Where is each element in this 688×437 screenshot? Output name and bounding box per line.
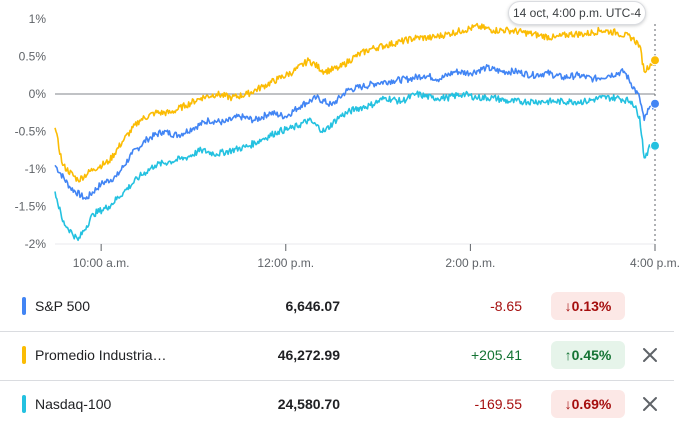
percent-change-badge: ↓0.13% [551, 292, 625, 320]
row-divider [0, 380, 674, 381]
index-price: 6,646.07 [285, 298, 341, 314]
x-tick-label: 2:00 p.m. [445, 256, 495, 270]
close-icon[interactable] [638, 343, 662, 367]
index-name: Promedio Industria… [35, 347, 167, 363]
y-tick-label: -2% [25, 237, 47, 251]
percent-change-badge: ↑0.45% [551, 341, 625, 369]
index-change: -169.55 [474, 396, 522, 412]
arrow-up-icon: ↑ [564, 347, 572, 363]
hover-tooltip: 14 oct, 4:00 p.m. UTC-4 [508, 1, 646, 25]
percent-change-badge: ↓0.69% [551, 390, 625, 418]
index-change: +205.41 [471, 347, 522, 363]
x-tick-label: 10:00 a.m. [73, 256, 130, 270]
series-line[interactable] [54, 64, 656, 200]
index-row[interactable]: Promedio Industria… 46,272.99 +205.41 ↑0.45… [0, 331, 674, 379]
y-tick-label: -1% [25, 162, 47, 176]
index-name: Nasdaq-100 [35, 396, 112, 412]
series-end-point [650, 55, 660, 66]
y-tick-label: 1% [29, 12, 47, 26]
index-row[interactable]: S&P 500 6,646.07 -8.65 ↓0.13% [0, 282, 674, 330]
series-color-marker [22, 346, 26, 364]
index-change: -8.65 [490, 298, 522, 314]
series-color-marker [22, 395, 26, 413]
close-icon[interactable] [638, 392, 662, 416]
y-tick-label: 0.5% [19, 50, 47, 64]
series-line[interactable] [54, 22, 656, 183]
x-tick-label: 12:00 p.m. [257, 256, 314, 270]
row-divider [0, 331, 674, 332]
index-price: 24,580.70 [277, 396, 340, 412]
x-tick-label: 4:00 p.m. [630, 256, 680, 270]
percent-change-value: 0.45% [571, 347, 612, 363]
arrow-down-icon: ↓ [564, 396, 572, 412]
percent-change-value: 0.13% [571, 298, 612, 314]
index-name: S&P 500 [35, 298, 91, 314]
arrow-down-icon: ↓ [564, 298, 572, 314]
series-color-marker [22, 297, 26, 315]
market-chart[interactable]: 1% 0.5% 0% -0.5% -1% -1.5% -2% 10:00 a.m. 12:00 … [0, 0, 688, 282]
y-tick-label: -0.5% [15, 125, 47, 139]
series-end-point [650, 140, 660, 151]
series-end-point [650, 98, 660, 109]
percent-change-value: 0.69% [571, 396, 612, 412]
index-price: 46,272.99 [277, 347, 340, 363]
index-row[interactable]: Nasdaq-100 24,580.70 -169.55 ↓0.69% [0, 380, 674, 428]
series-line[interactable] [54, 90, 656, 242]
y-tick-label: -1.5% [15, 200, 47, 214]
chart-area[interactable]: 1% 0.5% 0% -0.5% -1% -1.5% -2% 10:00 a.m. 12:00 … [0, 0, 688, 282]
y-tick-label: 0% [29, 87, 47, 101]
